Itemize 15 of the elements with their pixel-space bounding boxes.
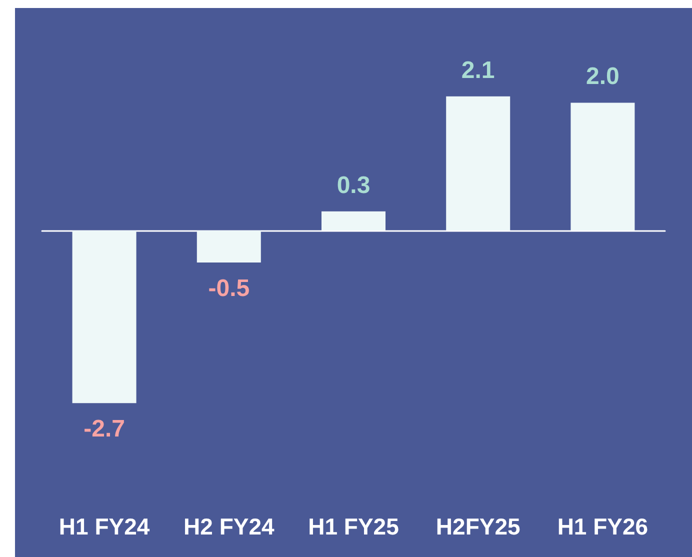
x-tick-label: H1 FY26 [557, 514, 648, 540]
bar [196, 230, 261, 262]
x-tick-label: H2FY25 [436, 514, 520, 540]
data-label: 2.1 [461, 56, 495, 84]
bar [322, 211, 386, 231]
data-label: 0.3 [336, 172, 370, 199]
data-label: -2.7 [84, 416, 125, 443]
x-tick-label: H1 FY25 [308, 514, 400, 540]
x-tick-label: H1 FY24 [58, 514, 150, 540]
bar [570, 102, 635, 231]
data-label: -0.5 [208, 274, 250, 302]
bar [72, 230, 136, 404]
x-tick-label: H2 FY24 [184, 514, 274, 540]
bar [446, 96, 510, 231]
data-label: 2.0 [586, 63, 620, 90]
